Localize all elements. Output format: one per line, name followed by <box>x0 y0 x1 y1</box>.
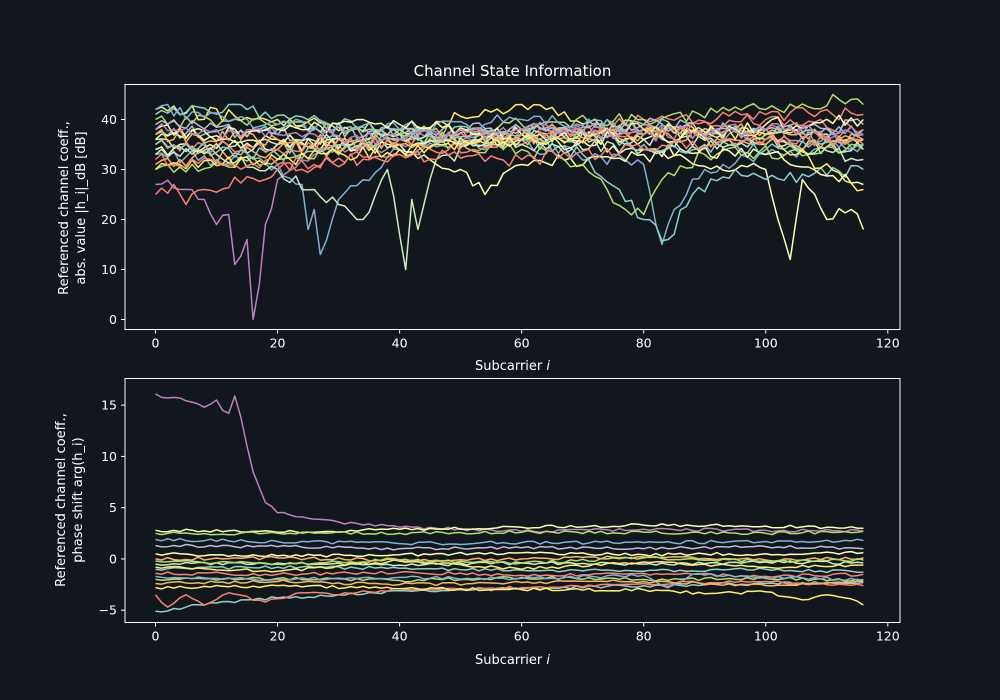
phase-x-tick-label: 0 <box>152 629 160 644</box>
magnitude-x-tick-label: 40 <box>392 336 408 351</box>
magnitude-axes-frame <box>124 84 901 330</box>
phase-x-ticks: 0 20 40 60 80 100 120 <box>152 622 900 644</box>
magnitude-x-tick-label: 100 <box>754 336 778 351</box>
phase-series-line <box>155 393 864 534</box>
phase-x-tick-label: 80 <box>636 629 652 644</box>
magnitude-series-group <box>154 93 865 321</box>
magnitude-x-axis-label: Subcarrier i <box>475 359 550 374</box>
magnitude-series-line <box>154 122 864 192</box>
magnitude-series-line <box>155 103 864 145</box>
magnitude-x-tick-label: 0 <box>152 336 160 351</box>
phase-x-axis-label: Subcarrier i <box>475 653 550 668</box>
chart-title: Channel State Information <box>414 62 612 80</box>
phase-y-tick-label: 5 <box>109 500 117 515</box>
magnitude-subplot: 0 20 40 60 80 100 120 0 10 20 30 40 Subcarrier i R… <box>57 84 901 374</box>
phase-series-group <box>154 393 864 613</box>
phase-y-ticks: −5 0 5 10 15 <box>99 398 125 618</box>
magnitude-y-tick-label: 20 <box>101 212 117 227</box>
phase-series-line <box>155 543 864 551</box>
phase-y-axis-label-line-1: Referenced channel coeff., <box>54 413 69 587</box>
phase-series-line <box>154 580 864 608</box>
magnitude-series-line <box>155 93 864 138</box>
phase-series-line <box>155 580 864 613</box>
phase-series-line <box>155 530 864 536</box>
phase-y-tick-label: −5 <box>99 603 117 618</box>
magnitude-x-tick-label: 20 <box>270 336 286 351</box>
phase-series-line <box>155 584 864 606</box>
phase-y-axis-label-line-2: phase shift arg(h_i) <box>71 437 86 562</box>
magnitude-x-tick-label: 120 <box>876 336 900 351</box>
magnitude-series-line <box>155 114 864 146</box>
magnitude-y-ticks: 0 10 20 30 40 <box>101 112 125 327</box>
phase-y-tick-label: 15 <box>101 398 117 413</box>
phase-series-line <box>155 565 864 574</box>
phase-series-line <box>155 559 864 573</box>
phase-series-line <box>155 550 864 558</box>
phase-x-tick-label: 20 <box>270 629 286 644</box>
magnitude-series-line <box>154 123 864 145</box>
phase-x-tick-label: 100 <box>754 629 778 644</box>
magnitude-y-tick-label: 30 <box>101 162 117 177</box>
phase-x-tick-label: 40 <box>392 629 408 644</box>
phase-y-tick-label: 10 <box>101 449 117 464</box>
phase-series-line <box>155 572 864 589</box>
magnitude-series-line <box>155 103 864 146</box>
phase-x-tick-label: 60 <box>514 629 530 644</box>
phase-subplot: 0 20 40 60 80 100 120 −5 0 5 10 15 Subcarrier i Re… <box>54 378 901 668</box>
phase-series-line <box>155 579 864 587</box>
magnitude-series-line <box>154 133 864 172</box>
magnitude-y-tick-label: 10 <box>101 262 117 277</box>
magnitude-y-axis-label-line-1: Referenced channel coeff., <box>57 121 72 295</box>
magnitude-series-line <box>155 124 864 186</box>
magnitude-x-ticks: 0 20 40 60 80 100 120 <box>152 329 900 351</box>
magnitude-series-line <box>154 106 864 206</box>
phase-x-tick-label: 120 <box>876 629 900 644</box>
phase-series-line <box>155 555 864 563</box>
phase-axes-frame <box>124 378 901 623</box>
magnitude-y-tick-label: 0 <box>109 312 117 327</box>
phase-series-line <box>155 537 864 546</box>
phase-series-line <box>155 523 864 534</box>
magnitude-y-axis-label-line-2: abs. value |h_i|_dB [dB] <box>74 131 89 284</box>
magnitude-series-line <box>155 128 864 151</box>
magnitude-x-tick-label: 60 <box>514 336 530 351</box>
magnitude-y-tick-label: 40 <box>101 112 117 127</box>
phase-y-tick-label: 0 <box>109 551 117 566</box>
magnitude-x-tick-label: 80 <box>636 336 652 351</box>
phase-series-line <box>155 555 864 566</box>
